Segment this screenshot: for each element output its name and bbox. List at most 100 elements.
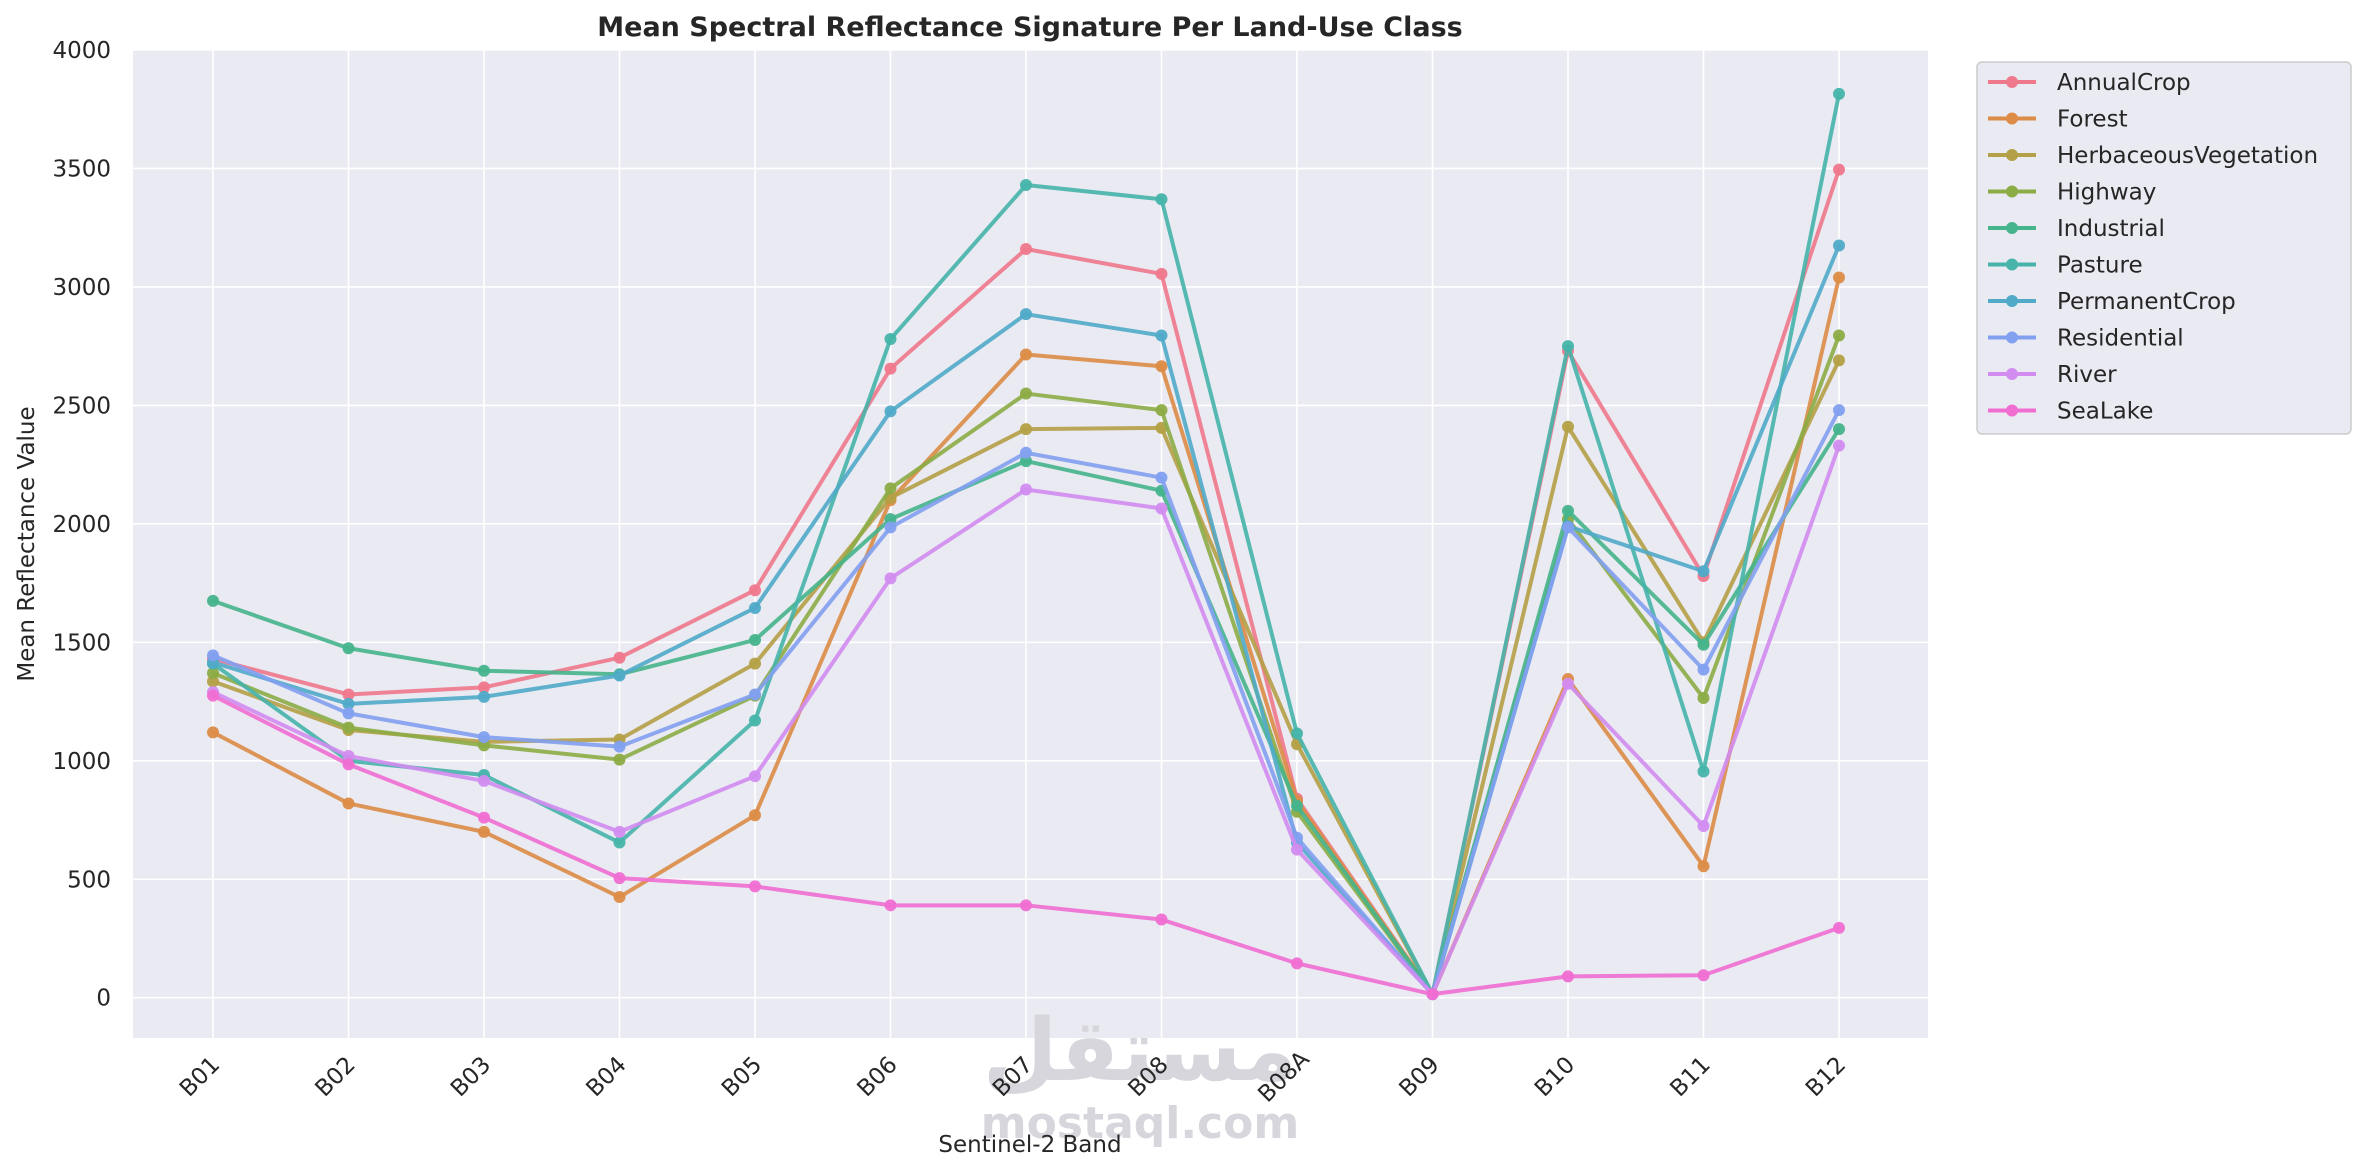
data-point — [1562, 420, 1574, 433]
data-point — [1833, 423, 1845, 436]
data-point — [884, 333, 897, 346]
data-point — [1833, 329, 1845, 342]
x-tick-label: B05 — [717, 1052, 767, 1102]
y-tick-label: 500 — [67, 867, 111, 893]
data-point — [1562, 970, 1574, 983]
data-point — [884, 899, 897, 912]
data-point — [1155, 360, 1168, 373]
legend-swatch-marker — [2006, 112, 2018, 125]
data-point — [1833, 439, 1845, 452]
data-point — [1697, 692, 1710, 705]
data-point — [749, 880, 761, 893]
data-point — [1291, 727, 1303, 740]
legend-item-highway: Highway — [1988, 180, 2156, 206]
series-residential — [207, 404, 1845, 1001]
legend-swatch-marker — [2006, 222, 2018, 234]
data-point — [1155, 502, 1168, 515]
legend-swatch-marker — [2006, 404, 2018, 417]
data-point — [1291, 957, 1303, 970]
data-point — [1020, 308, 1032, 321]
data-point — [342, 688, 355, 701]
data-point — [1426, 988, 1439, 1001]
y-axis-ticks: 0 500 1000 1500 2000 2500 3000 3500 4000 — [52, 38, 111, 1012]
legend-item-river: River — [1988, 362, 2117, 388]
y-tick-label: 0 — [96, 986, 111, 1012]
data-point — [1291, 843, 1303, 856]
data-point — [1020, 348, 1032, 361]
y-tick-label: 3500 — [52, 156, 111, 182]
x-tick-label: B10 — [1530, 1052, 1580, 1102]
data-point — [613, 740, 626, 753]
data-point — [1697, 565, 1710, 578]
data-point — [1697, 638, 1710, 651]
data-point — [478, 690, 490, 703]
data-point — [884, 572, 897, 585]
data-point — [1155, 193, 1168, 206]
data-point — [1697, 765, 1710, 778]
legend-label: River — [2057, 362, 2117, 388]
data-point — [1155, 329, 1168, 342]
legend: AnnualCrop Forest HerbaceousVegetation High… — [1976, 61, 2352, 435]
series-river — [207, 439, 1845, 1001]
watermark-arabic: مستقل — [983, 1001, 1298, 1101]
data-point — [884, 513, 897, 526]
watermark-latin: mostaql.com — [981, 1098, 1299, 1149]
data-point — [342, 642, 355, 655]
data-point — [478, 825, 490, 838]
data-point — [1155, 267, 1168, 280]
data-point — [749, 633, 761, 646]
data-point — [1020, 899, 1032, 912]
data-point — [1562, 504, 1574, 517]
y-tick-label: 3000 — [52, 275, 111, 301]
data-point — [884, 405, 897, 418]
data-point — [749, 584, 761, 597]
data-point — [613, 669, 626, 682]
data-point — [884, 482, 897, 495]
plot-background — [133, 50, 1928, 1038]
data-point — [207, 675, 219, 688]
y-tick-label: 2500 — [52, 393, 111, 419]
data-point — [613, 825, 626, 838]
x-tick-label: B01 — [175, 1052, 225, 1102]
data-point — [749, 688, 761, 701]
data-point — [478, 681, 490, 694]
y-tick-label: 2000 — [52, 512, 111, 538]
series-sealake — [207, 689, 1845, 1001]
legend-swatch-marker — [2006, 258, 2018, 271]
data-point — [1020, 483, 1032, 496]
data-point — [1833, 163, 1845, 176]
legend-swatch-marker — [2006, 295, 2018, 307]
data-point — [1020, 455, 1032, 468]
watermark: مستقل mostaql.com — [981, 1001, 1299, 1149]
data-point — [749, 601, 761, 614]
legend-item-herbaceousvegetation: HerbaceousVegetation — [1988, 143, 2318, 169]
legend-label: Residential — [2057, 326, 2184, 352]
x-tick-label: B11 — [1665, 1052, 1715, 1102]
data-point — [884, 521, 897, 534]
data-point — [1833, 354, 1845, 367]
data-point — [1833, 239, 1845, 252]
x-tick-label: B03 — [446, 1052, 496, 1102]
legend-item-pasture: Pasture — [1988, 253, 2143, 279]
data-point — [342, 797, 355, 810]
y-tick-label: 1000 — [52, 749, 111, 775]
data-point — [342, 750, 355, 763]
data-point — [342, 758, 355, 771]
data-point — [478, 811, 490, 824]
data-point — [1562, 521, 1574, 534]
data-point — [1562, 677, 1574, 690]
data-point — [207, 594, 219, 607]
data-point — [478, 664, 490, 677]
data-point — [342, 721, 355, 734]
series-industrial — [207, 423, 1845, 1001]
data-point — [749, 770, 761, 783]
legend-item-industrial: Industrial — [1988, 216, 2165, 242]
data-point — [1833, 271, 1845, 284]
x-axis-label: Sentinel-2 Band — [938, 1132, 1121, 1158]
data-point — [1020, 179, 1032, 192]
data-point — [1833, 921, 1845, 934]
data-point — [1020, 243, 1032, 256]
data-point — [1697, 969, 1710, 982]
x-tick-label: B12 — [1801, 1052, 1851, 1102]
